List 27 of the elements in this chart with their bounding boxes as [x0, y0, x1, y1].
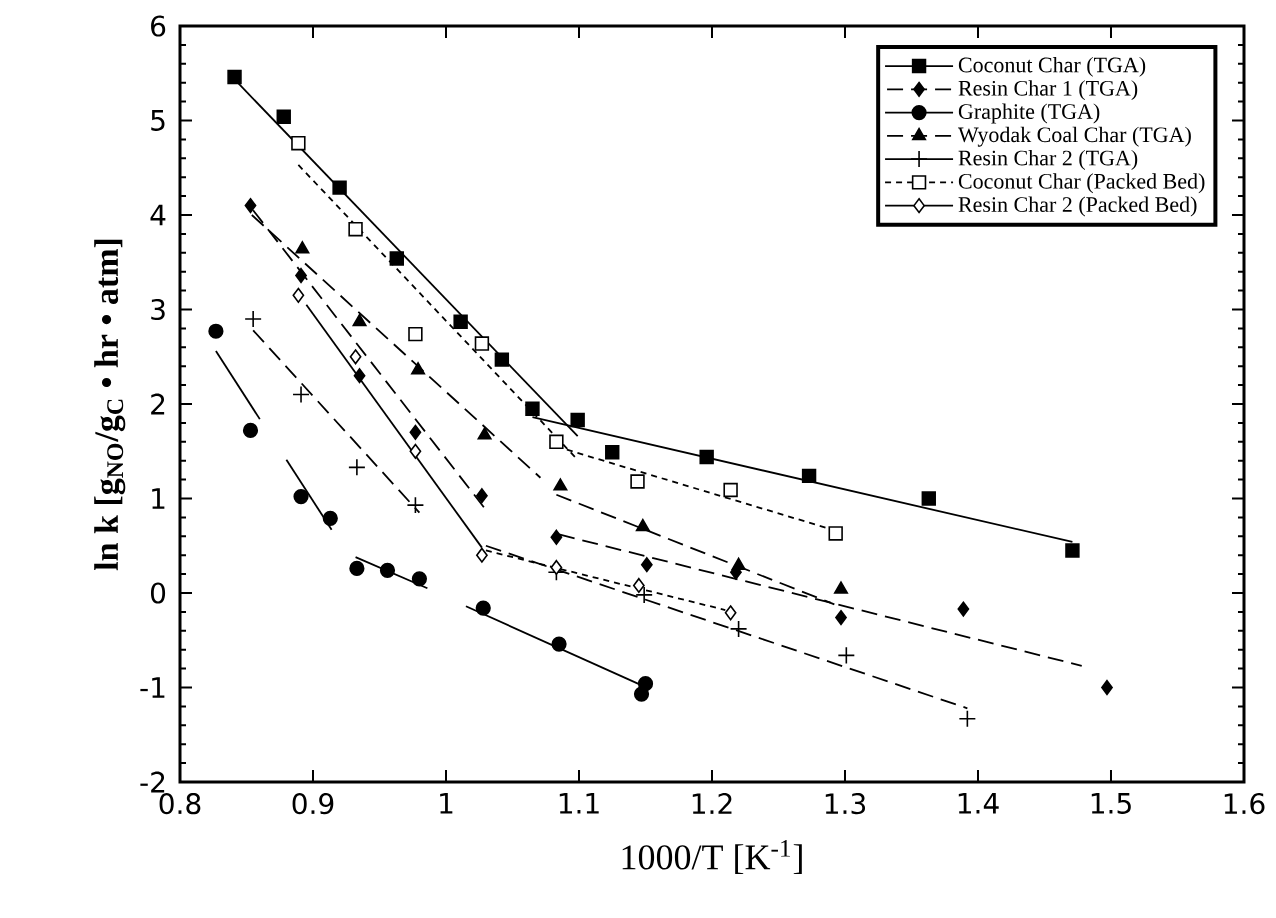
- legend-label: Resin Char 2 (Packed Bed): [958, 196, 1197, 217]
- y-tick-label: 6: [151, 15, 166, 37]
- y-tick-label: 1: [152, 488, 165, 509]
- y-tick-label: 0: [150, 582, 166, 604]
- legend-label: Coconut Char (TGA): [958, 56, 1146, 77]
- legend-label: Wyodak Coal Char (TGA): [958, 126, 1191, 147]
- x-tick-label: 1: [440, 793, 453, 814]
- legend-label: Coconut Char (Packed Bed): [958, 173, 1205, 194]
- x-tick-label: 1.4: [958, 793, 999, 814]
- x-tick-label: 1.2: [692, 793, 732, 814]
- y-tick-label: 3: [151, 298, 165, 321]
- x-tick-label: 1.1: [559, 793, 599, 814]
- legend-label: Resin Char 1 (TGA): [958, 80, 1138, 101]
- y-axis-title: ln k [g$_{NO}$/g$_{C}$ • hr • atm]: [94, 239, 126, 571]
- y-tick-label: 5: [151, 110, 165, 131]
- y-tick-label: -2: [140, 771, 165, 793]
- y-tick-label: 2: [151, 393, 165, 415]
- y-tick-label: -1: [140, 677, 165, 698]
- legend-label: Resin Char 2 (TGA): [958, 149, 1138, 170]
- x-tick-label: 0.9: [292, 793, 334, 815]
- x-tick-label: 1.6: [1224, 793, 1265, 815]
- x-tick-label: 0.8: [159, 793, 201, 815]
- x-axis-title: 1000/T [K$^{-1}$]: [622, 839, 802, 874]
- legend-label: Graphite (TGA): [958, 103, 1100, 124]
- y-tick-label: 4: [150, 204, 166, 226]
- x-tick-label: 1.5: [1091, 793, 1131, 814]
- x-tick-label: 1.3: [825, 793, 866, 815]
